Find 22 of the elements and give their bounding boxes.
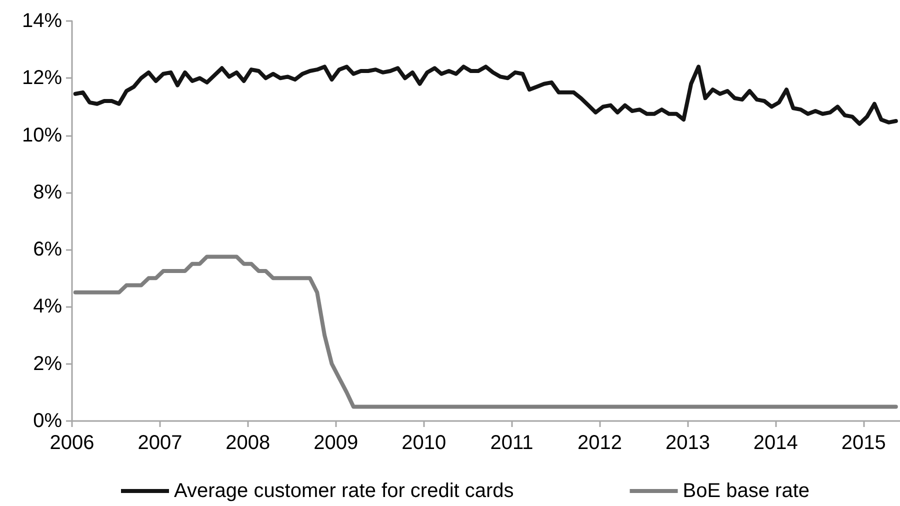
legend-label: BoE base rate [682,480,810,502]
y-tick-label: 2% [33,352,62,375]
x-tick-label: 2014 [753,432,798,454]
x-tick-label: 2009 [314,432,358,454]
x-tick-label: 2006 [50,432,94,454]
line-series [73,254,898,409]
x-tick-label: 2011 [490,432,534,454]
x-tick-label: 2008 [226,432,270,454]
y-tick-label: 6% [33,238,62,261]
y-tick-label: 0% [33,410,62,432]
x-tick-label: 2015 [841,432,886,454]
x-tick-label: 2010 [402,432,446,454]
y-tick-label: 8% [33,181,62,204]
x-tick-label: 2012 [577,432,622,454]
y-tick-label: 4% [33,296,62,318]
x-tick-label: 2013 [665,432,710,454]
y-tick-label: 10% [22,124,62,146]
x-tick-label: 2007 [138,432,182,454]
y-tick-label: 12% [22,67,62,90]
y-tick-label: 14% [22,10,62,32]
legend-label: Average customer rate for credit cards [174,480,514,502]
line-series [73,64,898,126]
